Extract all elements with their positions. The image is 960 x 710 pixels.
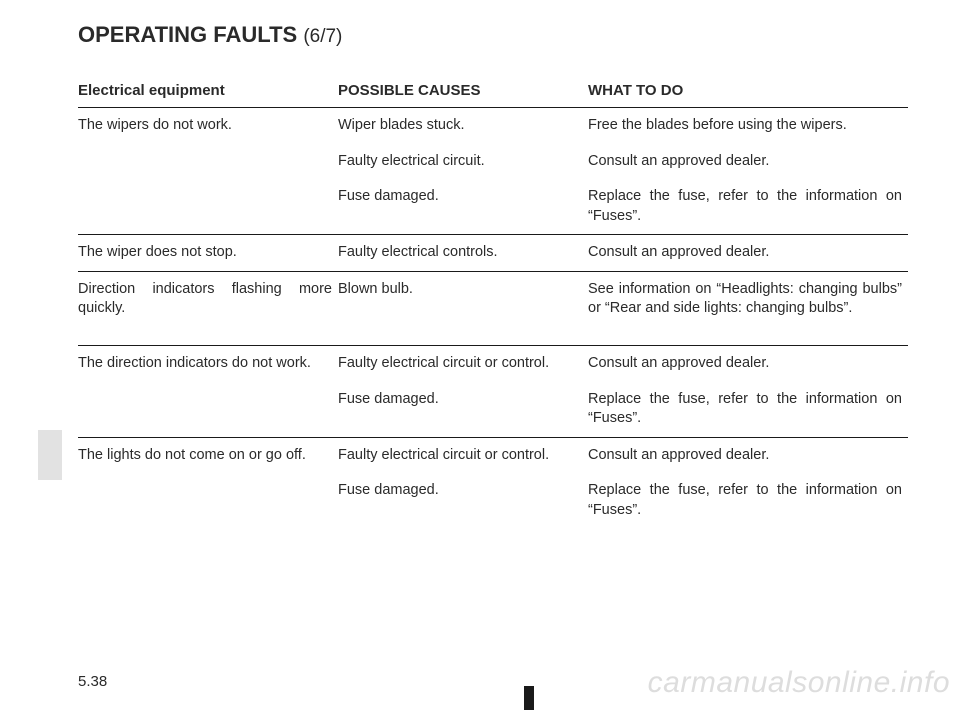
table-cell: Consult an approved dealer. xyxy=(588,345,908,381)
table-cell: The lights do not come on or go off. xyxy=(78,437,338,473)
table-cell xyxy=(78,179,338,235)
table-cell xyxy=(78,144,338,180)
page-number: 5.38 xyxy=(78,673,107,690)
table-cell: Faulty electrical circuit or control. xyxy=(338,345,588,381)
table-cell: Fuse damaged. xyxy=(338,473,588,528)
table-cell: Consult an approved dealer. xyxy=(588,437,908,473)
table-cell: Replace the fuse, refer to the informati… xyxy=(588,179,908,235)
table-cell: Consult an approved dealer. xyxy=(588,144,908,180)
table-cell xyxy=(78,382,338,438)
faults-table: Electrical equipment POSSIBLE CAUSES WHA… xyxy=(78,76,908,528)
col-header-action: WHAT TO DO xyxy=(588,76,908,108)
page-tick-mark xyxy=(524,686,534,710)
watermark: carmanualsonline.info xyxy=(648,666,950,700)
table-cell: Replace the fuse, refer to the informati… xyxy=(588,382,908,438)
page-title: OPERATING FAULTS xyxy=(78,22,297,47)
col-header-causes: POSSIBLE CAUSES xyxy=(338,76,588,108)
table-cell: See information on “Headlights: changing… xyxy=(588,271,908,345)
table-cell: Fuse damaged. xyxy=(338,179,588,235)
table-cell: Direction indicators flashing more quick… xyxy=(78,271,338,345)
table-cell: Faulty electrical circuit. xyxy=(338,144,588,180)
side-tab xyxy=(38,430,62,480)
table-cell: Faulty electrical circuit or control. xyxy=(338,437,588,473)
page-title-row: OPERATING FAULTS (6/7) xyxy=(78,22,908,48)
table-cell: Replace the fuse, refer to the informati… xyxy=(588,473,908,528)
page-content: OPERATING FAULTS (6/7) Electrical equipm… xyxy=(78,22,908,528)
table-cell: The wiper does not stop. xyxy=(78,235,338,272)
table-cell: Blown bulb. xyxy=(338,271,588,345)
table-cell: Faulty electrical controls. xyxy=(338,235,588,272)
page-title-sub: (6/7) xyxy=(303,26,342,47)
table-cell: Fuse damaged. xyxy=(338,382,588,438)
table-cell: Consult an approved dealer. xyxy=(588,235,908,272)
table-cell: Free the blades before using the wipers. xyxy=(588,108,908,144)
table-cell xyxy=(78,473,338,528)
table-cell: The direction indicators do not work. xyxy=(78,345,338,381)
table-cell: The wipers do not work. xyxy=(78,108,338,144)
table-cell: Wiper blades stuck. xyxy=(338,108,588,144)
col-header-equipment: Electrical equipment xyxy=(78,76,338,108)
